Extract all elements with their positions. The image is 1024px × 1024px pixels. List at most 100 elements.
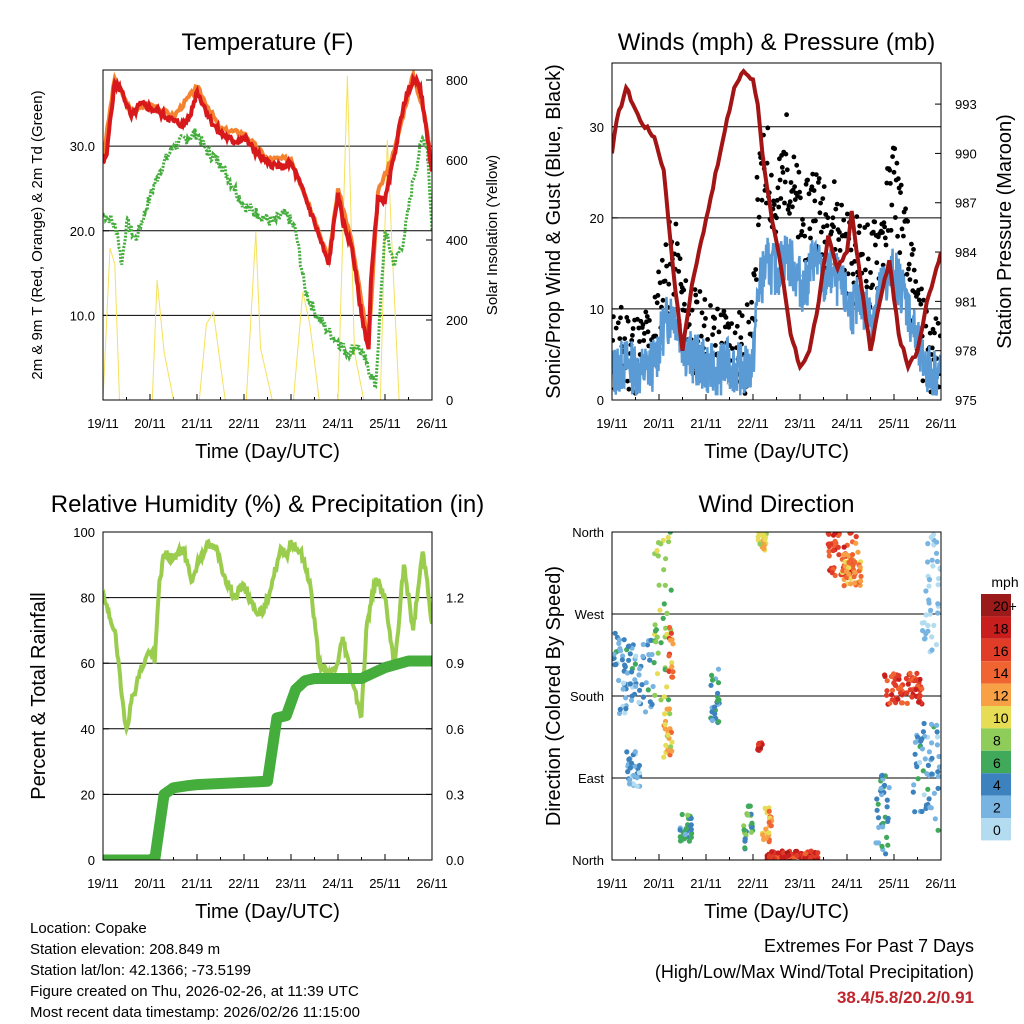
direction-point	[658, 541, 664, 547]
y-tick-label-right: 400	[446, 233, 468, 248]
gust-point	[618, 315, 623, 321]
x-tick-label: 20/11	[134, 416, 166, 431]
direction-point	[683, 825, 690, 832]
gust-point	[625, 378, 630, 384]
direction-point	[786, 852, 792, 859]
direction-point	[935, 582, 941, 588]
direction-point	[637, 687, 643, 693]
y-tick-label: 10	[590, 302, 604, 317]
direction-point	[668, 630, 675, 636]
extremes-title: Extremes For Past 7 Days	[763, 936, 974, 956]
gust-point	[807, 226, 813, 232]
direction-point	[679, 811, 685, 818]
direction-point	[662, 711, 668, 717]
gust-point	[701, 323, 707, 329]
gust-point	[930, 326, 936, 332]
direction-point	[660, 615, 666, 622]
chart-title: Winds (mph) & Pressure (mb)	[618, 29, 935, 56]
direction-point	[802, 851, 809, 857]
plot-frame	[102, 69, 433, 401]
direction-point	[755, 741, 762, 748]
direction-point	[748, 829, 755, 835]
x-tick-label: 25/11	[878, 416, 910, 431]
direction-point	[625, 643, 632, 650]
direction-point	[658, 640, 664, 646]
gust-point	[777, 156, 782, 162]
gust-point	[818, 229, 824, 235]
direction-point	[898, 684, 904, 690]
direction-point	[874, 796, 880, 802]
direction-point	[663, 625, 669, 631]
gust-point	[904, 271, 910, 277]
gust-point	[937, 333, 941, 339]
direction-point	[917, 676, 923, 683]
gust-point	[613, 325, 619, 331]
direction-point	[677, 834, 683, 840]
direction-point	[851, 580, 858, 586]
direction-point	[907, 687, 913, 693]
colorbar-swatch	[981, 616, 1011, 639]
direction-point	[755, 747, 761, 753]
y-tick-label: 100	[73, 525, 95, 540]
direction-point	[645, 687, 651, 693]
gust-point	[703, 316, 708, 321]
direction-point	[829, 570, 835, 576]
direction-point	[688, 822, 694, 828]
gust-point	[713, 343, 718, 348]
y-tick-label: 40	[81, 722, 95, 737]
direction-point	[923, 612, 929, 618]
gust-point	[754, 277, 759, 282]
direction-point	[709, 709, 715, 715]
panel-wind_direction: Wind Direction Time (Day/UTC) Direction (C…	[543, 491, 957, 923]
gust-point	[792, 197, 798, 203]
x-tick-label: 21/11	[181, 416, 213, 431]
x-tick-label: 26/11	[925, 416, 957, 431]
y-axis-label: 2m & 9m T (Red, Orange) & 2m Td (Green)	[29, 90, 46, 379]
gust-point	[845, 271, 851, 277]
direction-point	[652, 622, 658, 628]
direction-point	[929, 647, 935, 653]
direction-point	[640, 641, 646, 648]
direction-point	[929, 557, 935, 563]
gust-point	[739, 313, 745, 319]
direction-point	[913, 677, 919, 684]
y-tick-label: 30	[590, 120, 604, 135]
direction-point	[623, 706, 629, 712]
direction-point	[666, 539, 672, 545]
direction-point	[644, 642, 651, 648]
y-tick-label: 0	[597, 393, 604, 408]
direction-point	[766, 830, 772, 836]
direction-point	[617, 706, 623, 713]
direction-point	[626, 756, 632, 762]
direction-point	[616, 710, 623, 717]
direction-point	[666, 624, 673, 631]
direction-point	[626, 781, 633, 787]
gust-point	[779, 165, 785, 170]
gust-point	[775, 185, 781, 191]
gust-point	[898, 190, 903, 196]
gust-point	[889, 202, 895, 208]
gust-point	[874, 260, 880, 266]
direction-point	[926, 749, 933, 755]
direction-point	[826, 548, 832, 555]
direction-point	[685, 812, 691, 818]
direction-point	[886, 785, 892, 791]
direction-point	[649, 651, 655, 658]
direction-point	[910, 789, 916, 795]
gust-point	[729, 346, 735, 351]
direction-point	[826, 553, 832, 559]
direction-point	[895, 696, 901, 702]
gust-point	[660, 297, 666, 303]
gust-point	[780, 170, 786, 175]
direction-point	[883, 851, 889, 857]
gust-point	[873, 242, 878, 248]
direction-point	[709, 717, 716, 724]
colorbar-title: mph	[991, 574, 1018, 590]
direction-point	[842, 551, 849, 557]
gust-point	[817, 210, 823, 216]
gust-point	[718, 312, 724, 318]
gust-point	[756, 222, 761, 228]
x-tick-label: 23/11	[275, 876, 307, 891]
x-tick-label: 26/11	[416, 416, 448, 431]
direction-point	[842, 559, 848, 565]
